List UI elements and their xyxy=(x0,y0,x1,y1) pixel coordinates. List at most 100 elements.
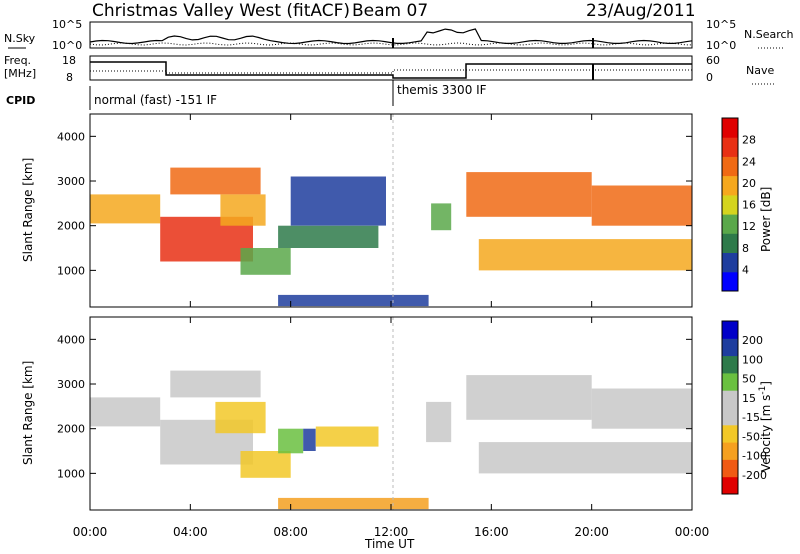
power-colorbar-swatch xyxy=(722,118,738,138)
velocity-colorbar-tick-label: 100 xyxy=(742,353,763,366)
freq-top-tick: 18 xyxy=(62,54,76,67)
station-title: Christmas Valley West (fitACF) xyxy=(92,1,350,21)
nave-line xyxy=(90,69,692,74)
power-colorbar: 4 8 12 16 20 24 28 xyxy=(721,117,756,292)
nave-top-tick: 60 xyxy=(706,54,720,67)
power-colorbar-swatch xyxy=(722,194,738,215)
power-y-tick-label: 4000 xyxy=(57,130,85,143)
power-colorbar-tick-label: 4 xyxy=(742,263,749,276)
power-colorbar-label: Power [dB] xyxy=(759,187,773,252)
freq-label: Freq. xyxy=(4,54,31,67)
cpid-label: CPID xyxy=(6,94,35,107)
power-y-tick-label: 1000 xyxy=(57,264,85,277)
power-echo-region xyxy=(431,203,452,231)
power-colorbar-frame xyxy=(721,117,739,292)
power-colorbar-swatch xyxy=(722,271,738,292)
power-colorbar-tick-label: 8 xyxy=(742,242,749,255)
velocity-colorbar-tick-label: -200 xyxy=(742,469,767,482)
velocity-echo-region xyxy=(278,497,429,510)
cpid-mode-themis: themis 3300 IF xyxy=(397,83,487,97)
velocity-echo-region xyxy=(240,451,291,478)
velocity-colorbar-swatch xyxy=(722,321,738,339)
velocity-colorbar-swatch xyxy=(722,424,738,443)
velocity-echo-region xyxy=(215,401,266,434)
power-colorbar-swatch xyxy=(722,252,738,273)
velocity-colorbar-swatch xyxy=(722,476,738,495)
power-colorbar-swatch xyxy=(722,214,738,234)
velocity-colorbar-tick-label: -100 xyxy=(742,450,767,463)
noise-right-top-tick: 10^5 xyxy=(706,18,736,31)
velocity-colorbar-swatch xyxy=(722,372,738,391)
velocity-colorbar-swatch xyxy=(722,407,738,426)
velocity-echo-region xyxy=(303,428,316,451)
velocity-colorbar-tick-label: -15 xyxy=(742,411,760,424)
noise-right-bottom-tick: 10^0 xyxy=(706,39,736,52)
power-echo-region xyxy=(278,225,379,248)
x-tick-label: 00:00 xyxy=(675,525,710,539)
x-tick-label: 12:00 xyxy=(374,525,409,539)
power-panel: 1000 2000 3000 4000 Slant Range [km] 4 8 12 16… xyxy=(21,113,773,308)
velocity-y-label: Slant Range [km] xyxy=(21,361,35,465)
x-tick-label: 16:00 xyxy=(474,525,509,539)
velocity-echo-region xyxy=(478,442,692,474)
velocity-colorbar: 200 100 50 15 -15 -50 -100 -200 xyxy=(721,320,767,495)
beam-title: Beam 07 xyxy=(352,1,428,21)
velocity-colorbar-tick-label: 50 xyxy=(742,373,756,386)
power-echo-region xyxy=(170,167,261,195)
power-colorbar-tick-label: 28 xyxy=(742,134,756,147)
noise-top-tick: 10^5 xyxy=(52,18,82,31)
velocity-echo-region xyxy=(170,370,261,398)
velocity-colorbar-swatch xyxy=(722,338,738,357)
freq-line xyxy=(90,61,692,79)
power-echo-region xyxy=(591,185,692,226)
velocity-colorbar-swatch xyxy=(722,355,738,374)
velocity-y-axis: 1000 2000 3000 4000 xyxy=(57,333,692,480)
freq-panel: Freq. [MHz] 18 8 60 0 Nave xyxy=(4,54,774,85)
velocity-y-tick-label: 1000 xyxy=(57,467,85,480)
power-colorbar-swatch xyxy=(722,156,738,177)
noise-search-line xyxy=(89,42,692,46)
freq-panel-frame xyxy=(89,55,693,81)
nave-label: Nave xyxy=(746,64,774,77)
power-y-label: Slant Range [km] xyxy=(21,158,35,262)
x-tick-label: 00:00 xyxy=(73,525,108,539)
velocity-colorbar-tick-label: 200 xyxy=(742,334,763,347)
velocity-colorbar-frame xyxy=(721,320,739,495)
velocity-colorbar-swatch xyxy=(722,459,738,478)
power-echo-region xyxy=(290,176,386,226)
velocity-echo-region xyxy=(426,401,452,443)
power-colorbar-swatch xyxy=(722,175,738,196)
power-colorbar-tick-label: 12 xyxy=(742,220,756,233)
velocity-echo-region xyxy=(591,388,692,429)
velocity-y-tick-label: 2000 xyxy=(57,423,85,436)
x-tick-label: 04:00 xyxy=(173,525,208,539)
velocity-echo-region xyxy=(315,426,379,447)
power-y-tick-label: 3000 xyxy=(57,175,85,188)
power-colorbar-tick-label: 24 xyxy=(742,155,756,168)
noise-panel: N.Sky 10^5 10^0 10^5 10^0 N.Search xyxy=(4,18,794,52)
power-data-layer xyxy=(90,167,692,307)
noise-sky-label: N.Sky xyxy=(4,32,36,45)
time-x-axis: 00:00 04:00 08:00 12:00 16:00 20:00 00:00 xyxy=(73,114,710,539)
velocity-data-layer xyxy=(90,370,692,510)
noise-search-label: N.Search xyxy=(744,28,794,41)
noise-sky-line xyxy=(89,28,693,45)
power-echo-region xyxy=(240,248,291,275)
velocity-colorbar-swatch xyxy=(722,390,738,408)
freq-unit-label: [MHz] xyxy=(4,67,36,80)
cpid-panel: CPID normal (fast) -151 IF themis 3300 I… xyxy=(6,80,487,110)
velocity-echo-region xyxy=(90,397,161,427)
power-colorbar-tick-label: 20 xyxy=(742,177,756,190)
velocity-panel: 1000 2000 3000 4000 Slant Range [km] 200 100… xyxy=(21,316,773,511)
power-y-axis: 1000 2000 3000 4000 xyxy=(57,130,692,277)
date-title: 23/Aug/2011 xyxy=(586,1,696,21)
freq-bottom-tick: 8 xyxy=(66,71,73,84)
power-colorbar-swatch xyxy=(722,233,738,253)
x-tick-label: 20:00 xyxy=(574,525,609,539)
power-echo-region xyxy=(220,194,266,226)
power-colorbar-swatch xyxy=(722,137,738,157)
noise-panel-frame xyxy=(89,21,693,49)
x-tick-label: 08:00 xyxy=(273,525,308,539)
power-y-tick-label: 2000 xyxy=(57,220,85,233)
